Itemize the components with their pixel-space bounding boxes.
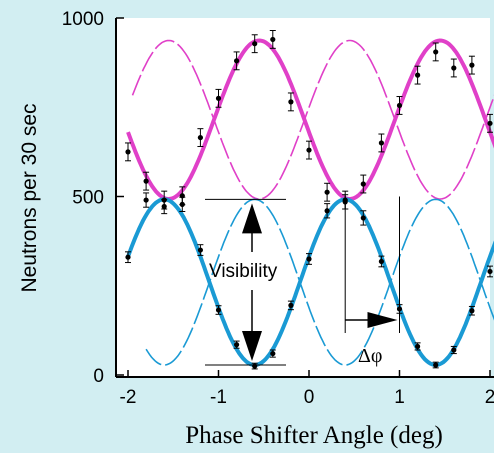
magenta-data-point: [143, 178, 149, 184]
data-points: [125, 29, 493, 370]
visibility-label: Visibility: [209, 261, 278, 282]
blue-data-point: [270, 350, 276, 357]
visibility-arrow-down-icon: [242, 331, 262, 362]
blue-data-point: [215, 307, 222, 313]
magenta-data-point: [324, 189, 330, 195]
blue-data-point: [252, 363, 258, 369]
magenta-data-point: [270, 36, 276, 43]
delta-phi-arrow-icon: [367, 312, 398, 328]
y-axis-label: Neutrons per 30 sec: [18, 103, 41, 292]
magenta-data-point: [234, 58, 240, 64]
blue-data-point: [451, 347, 457, 353]
magenta-data-point: [125, 149, 131, 155]
blue-data-point: [487, 268, 493, 275]
magenta-data-point: [360, 181, 366, 187]
x-tick-label: 2: [485, 387, 494, 408]
blue-data-point: [324, 208, 330, 214]
magenta-data-point: [451, 65, 457, 71]
magenta-data-point: [487, 120, 493, 126]
axes: 0 500 1000 -2 -1 0 1 2: [62, 9, 494, 408]
blue-data-point: [143, 197, 149, 203]
magenta-data-point: [252, 41, 258, 47]
blue-dashed-fit: [145, 198, 494, 366]
magenta-fit: [126, 38, 494, 202]
blue-data-point: [306, 256, 312, 262]
magenta-data-point: [469, 62, 475, 68]
blue-data-point: [433, 362, 439, 368]
magenta-data-point: [396, 102, 403, 109]
blue-data-point: [197, 247, 203, 253]
x-tick-label: 0: [304, 387, 315, 408]
blue-data-point: [360, 215, 366, 221]
magenta-data-point: [197, 134, 203, 141]
blue-data-point: [469, 308, 475, 314]
y-tick-label: 0: [93, 366, 104, 387]
magenta-data-point: [415, 72, 421, 78]
magenta-data-point: [288, 99, 294, 105]
blue-data-point: [378, 258, 384, 265]
blue-data-point: [161, 203, 167, 210]
x-axis-label: Phase Shifter Angle (deg): [185, 422, 443, 449]
magenta-data-point: [433, 49, 439, 55]
y-tick-label: 500: [72, 188, 104, 209]
annotations: Visibility Δφ: [205, 196, 400, 367]
x-tick-label: -1: [210, 387, 227, 408]
blue-data-point: [234, 342, 240, 348]
magenta-data-point: [215, 95, 222, 101]
blue-data-point: [179, 201, 185, 207]
x-tick-label: 1: [394, 387, 405, 408]
magenta-data-point: [306, 147, 312, 153]
magenta-dashed-fit: [131, 39, 494, 200]
blue-data-point: [125, 254, 131, 260]
visibility-arrow-up-icon: [242, 203, 262, 234]
x-tick-label: -2: [120, 387, 137, 408]
delta-phi-label: Δφ: [358, 345, 382, 367]
magenta-data-point: [378, 140, 384, 146]
blue-data-point: [415, 343, 421, 350]
blue-data-point: [288, 302, 294, 308]
y-tick-label: 1000: [62, 9, 104, 30]
